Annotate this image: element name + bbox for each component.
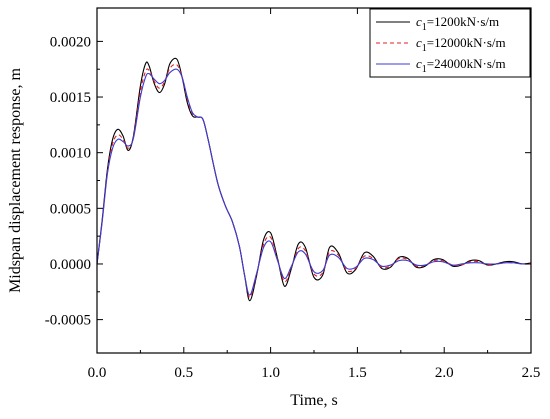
legend-symbol: c — [416, 56, 422, 71]
y-tick-label: 0.0000 — [50, 257, 91, 273]
legend-box — [369, 8, 531, 78]
x-tick-label: 0.5 — [174, 365, 193, 381]
legend-value: =24000kN·s/m — [427, 56, 506, 71]
legend: c1=1200kN·s/m c1=12000kN·s/m c1=24000kN·… — [369, 8, 531, 78]
x-tick-label: 1.5 — [348, 365, 367, 381]
legend-symbol: c — [416, 14, 422, 29]
y-tick-label: 0.0020 — [50, 34, 91, 50]
legend-entry: c1=12000kN·s/m — [376, 35, 506, 54]
series-layer — [97, 57, 531, 302]
x-tick-label: 0.0 — [88, 365, 107, 381]
legend-label-12000: c1=12000kN·s/m — [416, 35, 506, 54]
y-tick-label: 0.0005 — [50, 201, 91, 217]
legend-subscript: 1 — [422, 64, 427, 75]
legend-symbol: c — [416, 35, 422, 50]
legend-subscript: 1 — [422, 22, 427, 33]
series-line-2 — [97, 63, 531, 298]
legend-entry: c1=24000kN·s/m — [376, 56, 506, 75]
legend-label-24000: c1=24000kN·s/m — [416, 56, 506, 75]
legend-value: =12000kN·s/m — [427, 35, 506, 50]
y-tick-label: -0.0005 — [45, 313, 91, 329]
legend-subscript: 1 — [422, 43, 427, 54]
y-axis-title: Midspan displacement response, m — [7, 68, 24, 293]
legend-label-1200: c1=1200kN·s/m — [416, 14, 499, 33]
x-tick-label: 2.0 — [435, 365, 454, 381]
y-tick-label: 0.0015 — [50, 90, 91, 106]
series-line-3 — [97, 68, 531, 296]
x-tick-label: 2.5 — [522, 365, 541, 381]
x-tick-label: 1.0 — [261, 365, 280, 381]
legend-entry: c1=1200kN·s/m — [376, 14, 499, 33]
series-line-1 — [97, 57, 531, 302]
y-tick-label: 0.0010 — [50, 146, 91, 162]
legend-value: =1200kN·s/m — [427, 14, 499, 29]
x-axis-title: Time, s — [290, 392, 337, 409]
